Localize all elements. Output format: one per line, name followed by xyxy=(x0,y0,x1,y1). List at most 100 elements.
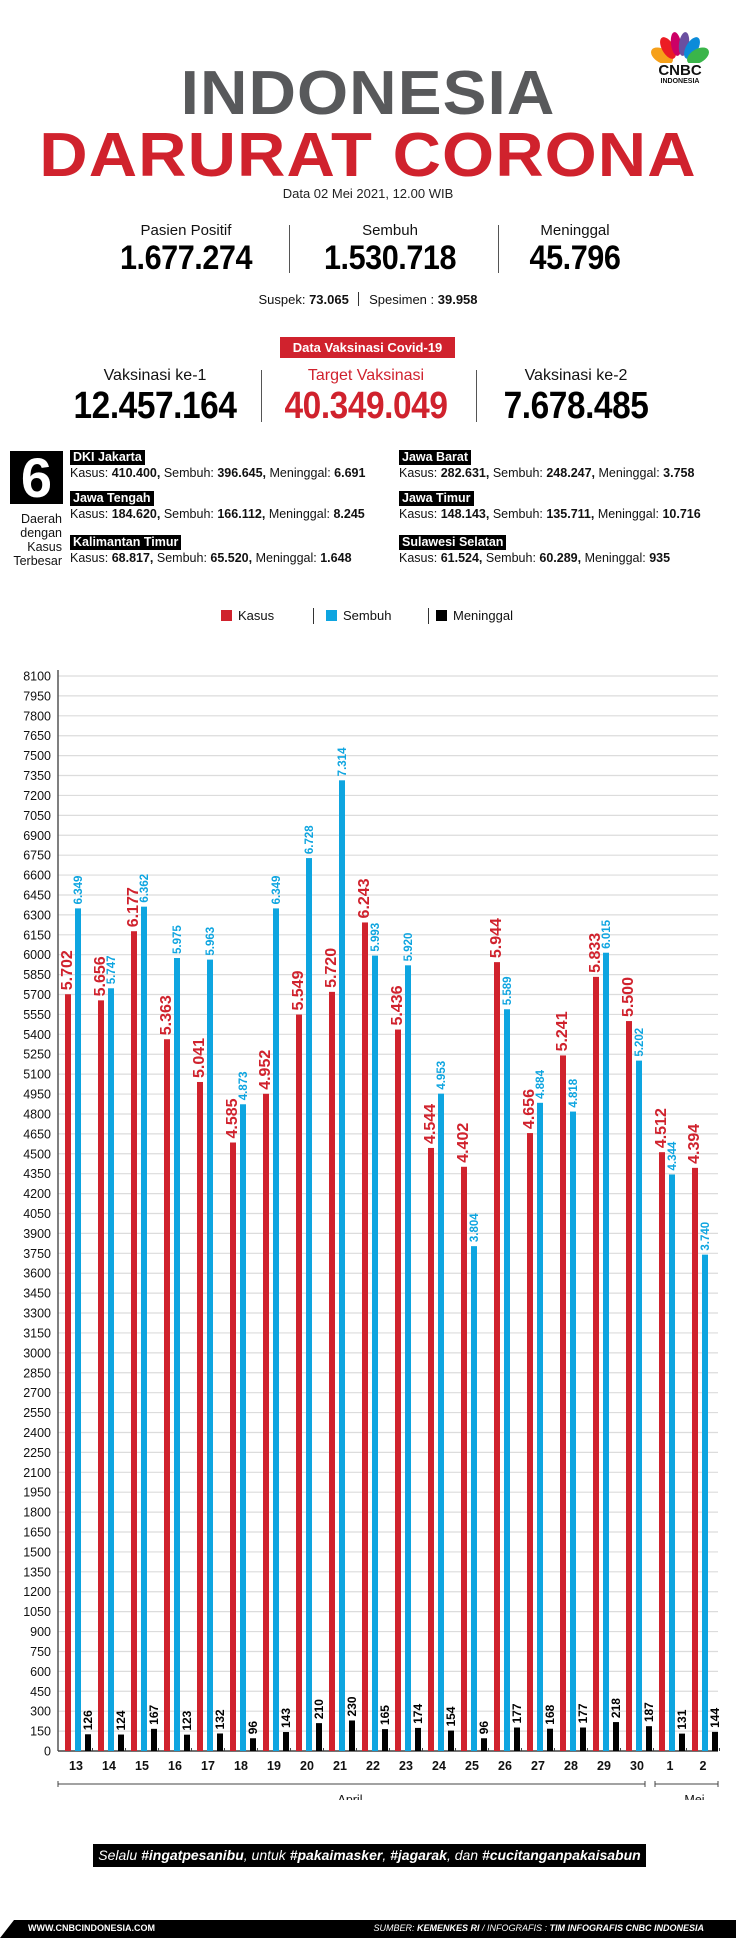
region-name: Jawa Tengah xyxy=(70,491,154,506)
y-tick-label: 1050 xyxy=(23,1605,51,1619)
sembuh-value: 396.645, xyxy=(217,466,267,480)
data-label-kasus: 4.656 xyxy=(521,1089,538,1129)
legend-kasus: Kasus xyxy=(221,608,274,624)
data-label-kasus: 5.041 xyxy=(191,1038,208,1078)
legend-sembuh: Sembuh xyxy=(326,608,391,624)
y-tick-label: 2850 xyxy=(23,1366,51,1380)
meninggal-label: Meninggal: xyxy=(597,507,663,521)
data-label-meninggal: 154 xyxy=(444,1706,458,1726)
stat-value: 1.677.274 xyxy=(119,239,253,277)
kasus-value: 184.620, xyxy=(111,507,161,521)
y-tick-label: 600 xyxy=(30,1665,51,1679)
suspek-value: 73.065 xyxy=(309,292,349,307)
data-label-sembuh: 5.747 xyxy=(106,955,118,984)
data-label-meninggal: 177 xyxy=(510,1703,524,1723)
bar-meninggal xyxy=(283,1732,289,1751)
data-label-sembuh: 5.993 xyxy=(370,923,382,952)
region-kalimantan-timur: Kalimantan Timur Kasus: 68.817, Sembuh: … xyxy=(70,535,352,566)
hashtag: #cucitanganpakaisabun xyxy=(481,1847,641,1863)
y-tick-label: 1800 xyxy=(23,1506,51,1520)
infografis-value: TIM INFOGRAFIS CNBC INDONESIA xyxy=(549,1923,705,1933)
bar-meninggal xyxy=(613,1722,619,1751)
footer-bar: WWW.CNBCINDONESIA.COM SUMBER: KEMENKES R… xyxy=(0,1920,736,1938)
bar-sembuh xyxy=(405,965,411,1751)
x-tick-label: 18 xyxy=(234,1759,248,1773)
kasus-label: Kasus: xyxy=(399,466,441,480)
bar-meninggal xyxy=(250,1738,256,1751)
data-label-sembuh: 5.963 xyxy=(205,927,217,956)
y-tick-label: 6600 xyxy=(23,869,51,883)
y-tick-label: 5100 xyxy=(23,1068,51,1082)
footer-background xyxy=(14,1920,736,1938)
data-label-kasus: 5.833 xyxy=(587,933,604,973)
data-label-sembuh: 5.975 xyxy=(172,925,184,954)
y-tick-label: 7200 xyxy=(23,789,51,803)
y-tick-label: 3300 xyxy=(23,1307,51,1321)
data-label-meninggal: 123 xyxy=(180,1710,194,1730)
title-line-2: DARURAT CORONA xyxy=(39,121,697,190)
bar-meninggal xyxy=(679,1733,685,1751)
y-tick-label: 3750 xyxy=(23,1247,51,1261)
footer-url[interactable]: WWW.CNBCINDONESIA.COM xyxy=(28,1923,155,1933)
stat-sembuh: Sembuh 1.530.718 xyxy=(300,222,480,277)
x-tick-label: 15 xyxy=(135,1759,149,1773)
bar-meninggal xyxy=(316,1723,322,1751)
sembuh-label: Sembuh: xyxy=(156,551,211,565)
bar-meninggal xyxy=(448,1730,454,1751)
y-tick-label: 2700 xyxy=(23,1386,51,1400)
data-label-sembuh: 3.740 xyxy=(700,1222,712,1251)
x-tick-label: 17 xyxy=(201,1759,215,1773)
bar-kasus xyxy=(626,1021,632,1751)
kasus-value: 148.143, xyxy=(440,507,490,521)
stat-positif: Pasien Positif 1.677.274 xyxy=(96,222,276,277)
region-jawa-barat: Jawa Barat Kasus: 282.631, Sembuh: 248.2… xyxy=(399,450,694,481)
legend-label: Meninggal xyxy=(453,608,513,623)
logo-brand: CNBC xyxy=(658,62,702,79)
data-label-kasus: 4.512 xyxy=(653,1108,670,1148)
region-dki-jakarta: DKI Jakarta Kasus: 410.400, Sembuh: 396.… xyxy=(70,450,365,481)
month-label: April xyxy=(337,1793,362,1800)
cnbc-logo: CNBC INDONESIA xyxy=(648,30,712,86)
x-tick-label: 28 xyxy=(564,1759,578,1773)
bar-meninggal xyxy=(85,1734,91,1751)
slogan-text: , untuk xyxy=(243,1847,290,1863)
bar-kasus xyxy=(395,1029,401,1751)
y-tick-label: 4050 xyxy=(23,1207,51,1221)
bar-kasus xyxy=(428,1147,434,1751)
source-label: SUMBER: xyxy=(373,1923,417,1933)
y-tick-label: 6150 xyxy=(23,928,51,942)
data-label-meninggal: 230 xyxy=(345,1696,359,1716)
bar-kasus xyxy=(263,1093,269,1751)
y-tick-label: 5550 xyxy=(23,1008,51,1022)
y-tick-label: 7650 xyxy=(23,729,51,743)
x-tick-label: 16 xyxy=(168,1759,182,1773)
bar-meninggal xyxy=(712,1731,718,1751)
data-label-meninggal: 174 xyxy=(411,1704,425,1724)
y-tick-label: 0 xyxy=(44,1745,51,1759)
y-tick-label: 900 xyxy=(30,1625,51,1639)
bar-kasus xyxy=(230,1142,236,1751)
legend-label: Sembuh xyxy=(343,608,392,623)
slogan-banner: Selalu #ingatpesanibu, untuk #pakaimaske… xyxy=(93,1844,646,1867)
vaccination-badge: Data Vaksinasi Covid-19 xyxy=(280,337,455,358)
data-label-kasus: 5.436 xyxy=(389,985,406,1025)
kasus-label: Kasus: xyxy=(399,507,441,521)
footer-source: SUMBER: KEMENKES RI / INFOGRAFIS : TIM I… xyxy=(373,1923,704,1933)
y-tick-label: 5250 xyxy=(23,1048,51,1062)
bar-sembuh xyxy=(438,1093,444,1751)
bar-meninggal xyxy=(118,1734,124,1751)
data-label-kasus: 4.394 xyxy=(686,1124,703,1164)
data-label-sembuh: 6.349 xyxy=(271,876,283,905)
region-name: Jawa Timur xyxy=(399,491,474,506)
hashtag: #pakaimasker xyxy=(289,1847,383,1863)
region-name: Kalimantan Timur xyxy=(70,535,182,550)
data-label-meninggal: 187 xyxy=(642,1702,656,1722)
peacock-logo-icon xyxy=(648,32,712,66)
data-label-kasus: 5.363 xyxy=(158,995,175,1035)
sembuh-value: 135.711, xyxy=(546,507,595,521)
y-tick-label: 5700 xyxy=(23,988,51,1002)
bar-sembuh xyxy=(207,959,213,1751)
spesimen-label: Spesimen : xyxy=(369,292,438,307)
vax-target: Target Vaksinasi 40.349.049 xyxy=(266,367,466,427)
region-jawa-timur: Jawa Timur Kasus: 148.143, Sembuh: 135.7… xyxy=(399,491,701,522)
